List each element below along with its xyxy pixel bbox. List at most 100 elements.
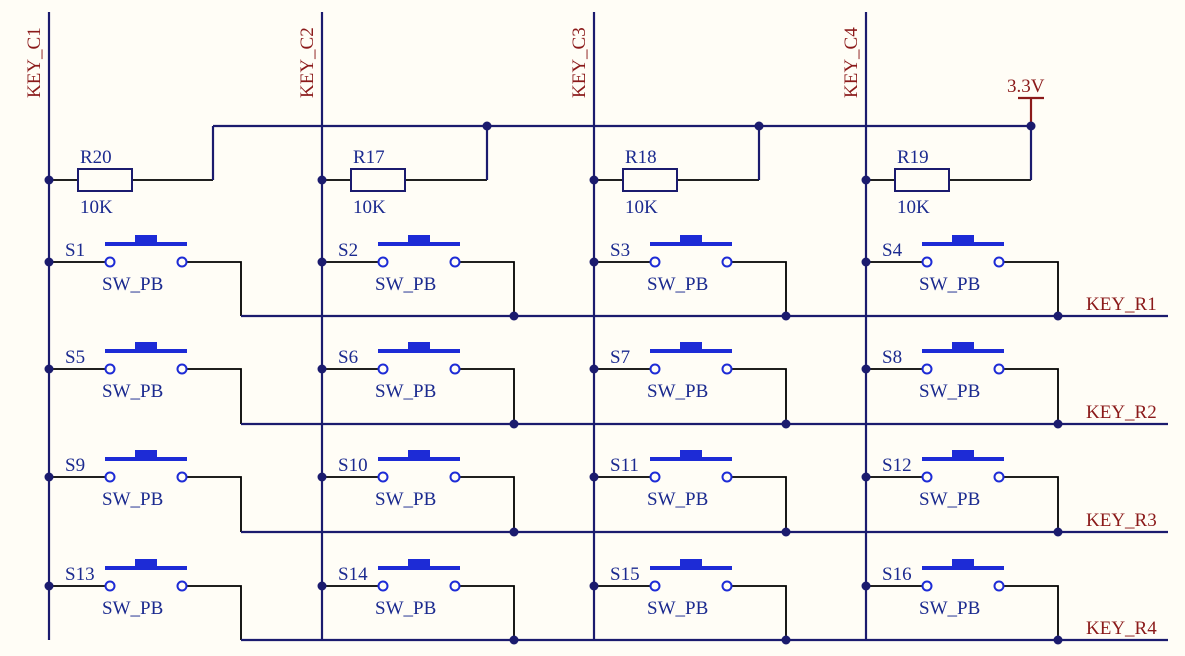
switch-lead-right: [732, 261, 787, 316]
column-net-label: KEY_C2: [297, 27, 318, 98]
row-junction-dot: [1053, 311, 1063, 321]
junction-dot: [1026, 121, 1036, 131]
switch-pin-left: [649, 580, 661, 592]
switch-ref: S11: [610, 455, 639, 476]
row-net-label: KEY_R3: [1086, 510, 1157, 531]
resistor-value: 10K: [80, 197, 113, 218]
row-junction-dot: [1053, 635, 1063, 645]
switch-junction-dot: [861, 257, 871, 267]
switch-ref: S8: [882, 347, 902, 368]
switch-cap: [135, 559, 157, 568]
switch-lead-right: [1004, 476, 1059, 532]
switch-pin-right: [176, 363, 188, 375]
junction-dot: [754, 121, 764, 131]
resistor-body: [894, 168, 950, 192]
row-net-label: KEY_R4: [1086, 618, 1157, 639]
switch-pin-left: [377, 256, 389, 268]
switch-cap: [952, 450, 974, 459]
switch-pin-right: [449, 471, 461, 483]
switch-lead-right: [187, 261, 242, 316]
switch-type-label: SW_PB: [919, 489, 980, 510]
switch-type-label: SW_PB: [375, 381, 436, 402]
switch-type-label: SW_PB: [919, 598, 980, 619]
switch-cap: [680, 450, 702, 459]
column-net-label: KEY_C4: [841, 27, 862, 98]
switch-type-label: SW_PB: [919, 381, 980, 402]
resistor-body: [350, 168, 406, 192]
switch-ref: S1: [65, 240, 85, 261]
switch-ref: S15: [610, 564, 640, 585]
switch-cap: [680, 235, 702, 244]
switch-lead-right: [732, 585, 787, 640]
switch-type-label: SW_PB: [647, 274, 708, 295]
switch-lead-right: [1004, 261, 1059, 316]
power-label: 3.3V: [1007, 76, 1045, 97]
row-junction-dot: [781, 527, 791, 537]
row-junction-dot: [781, 635, 791, 645]
switch-type-label: SW_PB: [102, 274, 163, 295]
row-junction-dot: [509, 311, 519, 321]
column-net-label: KEY_C1: [24, 27, 45, 98]
switch-pin-right: [176, 580, 188, 592]
switch-pin-left: [649, 363, 661, 375]
switch-ref: S9: [65, 455, 85, 476]
switch-type-label: SW_PB: [647, 489, 708, 510]
switch-cap: [135, 342, 157, 351]
resistor-ref: R17: [353, 147, 385, 168]
resistor-ref: R19: [897, 147, 929, 168]
resistor-junction-dot: [317, 175, 327, 185]
switch-ref: S2: [338, 240, 358, 261]
switch-cap: [408, 235, 430, 244]
switch-cap: [680, 559, 702, 568]
switch-type-label: SW_PB: [375, 489, 436, 510]
switch-junction-dot: [589, 364, 599, 374]
switch-cap: [952, 235, 974, 244]
switch-pin-right: [449, 580, 461, 592]
switch-type-label: SW_PB: [102, 489, 163, 510]
switch-pin-left: [377, 471, 389, 483]
switch-lead-right: [460, 585, 515, 640]
switch-cap: [952, 342, 974, 351]
resistor-ref: R20: [80, 147, 112, 168]
switch-ref: S7: [610, 347, 630, 368]
resistor-value: 10K: [625, 197, 658, 218]
switch-type-label: SW_PB: [375, 274, 436, 295]
switch-cap: [408, 342, 430, 351]
switch-pin-right: [449, 256, 461, 268]
switch-type-label: SW_PB: [102, 381, 163, 402]
switch-cap: [408, 559, 430, 568]
switch-pin-left: [921, 256, 933, 268]
switch-cap: [135, 450, 157, 459]
switch-junction-dot: [589, 472, 599, 482]
switch-lead-right: [1004, 585, 1059, 640]
switch-ref: S3: [610, 240, 630, 261]
row-junction-dot: [1053, 419, 1063, 429]
row-junction-dot: [1053, 527, 1063, 537]
switch-ref: S10: [338, 455, 368, 476]
switch-junction-dot: [861, 581, 871, 591]
switch-junction-dot: [44, 364, 54, 374]
switch-pin-left: [104, 471, 116, 483]
switch-pin-left: [921, 363, 933, 375]
switch-lead-right: [732, 368, 787, 424]
switch-junction-dot: [317, 472, 327, 482]
switch-pin-right: [721, 580, 733, 592]
switch-pin-right: [993, 580, 1005, 592]
switch-pin-right: [993, 256, 1005, 268]
row-net-label: KEY_R2: [1086, 402, 1157, 423]
switch-lead-right: [460, 368, 515, 424]
switch-junction-dot: [317, 581, 327, 591]
switch-junction-dot: [861, 364, 871, 374]
switch-pin-right: [721, 471, 733, 483]
switch-cap: [135, 235, 157, 244]
switch-pin-right: [993, 363, 1005, 375]
switch-pin-left: [104, 363, 116, 375]
switch-pin-left: [377, 363, 389, 375]
switch-lead-right: [187, 585, 242, 640]
row-junction-dot: [781, 419, 791, 429]
resistor-junction-dot: [44, 175, 54, 185]
switch-ref: S6: [338, 347, 358, 368]
switch-pin-right: [176, 256, 188, 268]
switch-lead-right: [460, 261, 515, 316]
junction-dot: [482, 121, 492, 131]
